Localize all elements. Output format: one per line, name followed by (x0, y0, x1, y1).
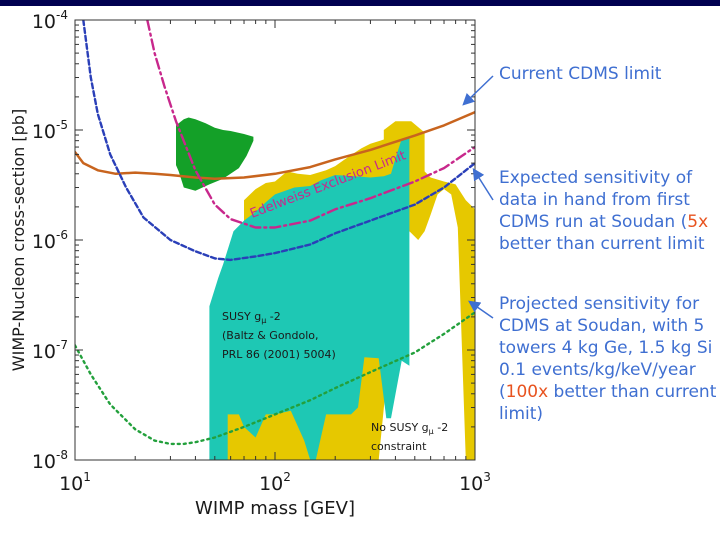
note-expected-line2: data in hand from first (499, 190, 690, 210)
y-tick-label: 10-8 (32, 448, 68, 473)
axes-layer: 101 102 103 10-8 10-7 10-6 10-5 10-4 (32, 8, 491, 495)
note-projected-line5: (100x better than current (499, 381, 716, 403)
note-expected-line1: Expected sensitivity of (499, 168, 693, 188)
arrow-expected (472, 167, 494, 201)
note-current-limit: Current CDMS limit (499, 64, 662, 84)
note-projected-highlight: 100x (505, 382, 549, 402)
top-title-bar (0, 0, 720, 6)
y-tick-label: 10-5 (32, 118, 68, 143)
lines-layer (75, 20, 475, 446)
x-tick-label: 103 (459, 470, 491, 495)
nosusy-label-line2: constraint (371, 440, 427, 453)
series-line-expected-sensitivity-of-data-in-hand-from-first-cdms-run-at-soudan (82, 20, 475, 262)
series-line-edelweiss-exclusion-limit (146, 20, 475, 229)
note-expected-highlight: 5x (687, 212, 709, 232)
series-line-projected-sensitivity-for-cdms-at-soudan (75, 311, 475, 446)
series-line-current-cdms-limit (75, 110, 475, 181)
y-axis-label: WIMP-Nucleon cross-section [pb] (9, 109, 28, 371)
note-projected-line1: Projected sensitivity for (499, 294, 700, 314)
susy-label-line2: (Baltz & Gondolo, (222, 329, 319, 342)
susy-label-line1: SUSY gμ -2 (222, 310, 281, 325)
y-tick-label: 10-6 (32, 228, 68, 253)
x-tick-label: 102 (259, 470, 291, 495)
arrow-projected (468, 300, 494, 319)
y-tick-label: 10-7 (32, 338, 68, 363)
y-tick-label: 10-4 (32, 8, 68, 33)
note-projected-line6: limit) (499, 404, 544, 424)
susy-label-line3: PRL 86 (2001) 5004) (222, 348, 336, 361)
note-expected-line3: CDMS run at Soudan (5x (499, 211, 708, 233)
note-projected-sensitivity: Projected sensitivity for CDMS at Soudan… (499, 293, 716, 425)
x-tick-label: 101 (59, 470, 91, 495)
note-projected-line5-post: better than current (548, 382, 717, 402)
note-projected-line5-pre: ( (499, 382, 506, 402)
arrow-current (462, 75, 494, 106)
note-projected-line4: 0.1 events/kg/keV/year (499, 360, 696, 380)
note-expected-sensitivity: Expected sensitivity of data in hand fro… (499, 167, 708, 255)
nosusy-label-line1: No SUSY gμ -2 (371, 421, 448, 436)
note-projected-line2: CDMS at Soudan, with 5 (499, 316, 705, 336)
x-axis-label: WIMP mass [GEV] (195, 498, 355, 519)
note-expected-line3-pre: CDMS run at Soudan ( (499, 212, 688, 232)
region-susy-g-2-allowed-region (209, 137, 410, 460)
note-projected-line3: towers 4 kg Ge, 1.5 kg Si (499, 338, 713, 358)
note-expected-line4: better than current limit (499, 234, 705, 254)
